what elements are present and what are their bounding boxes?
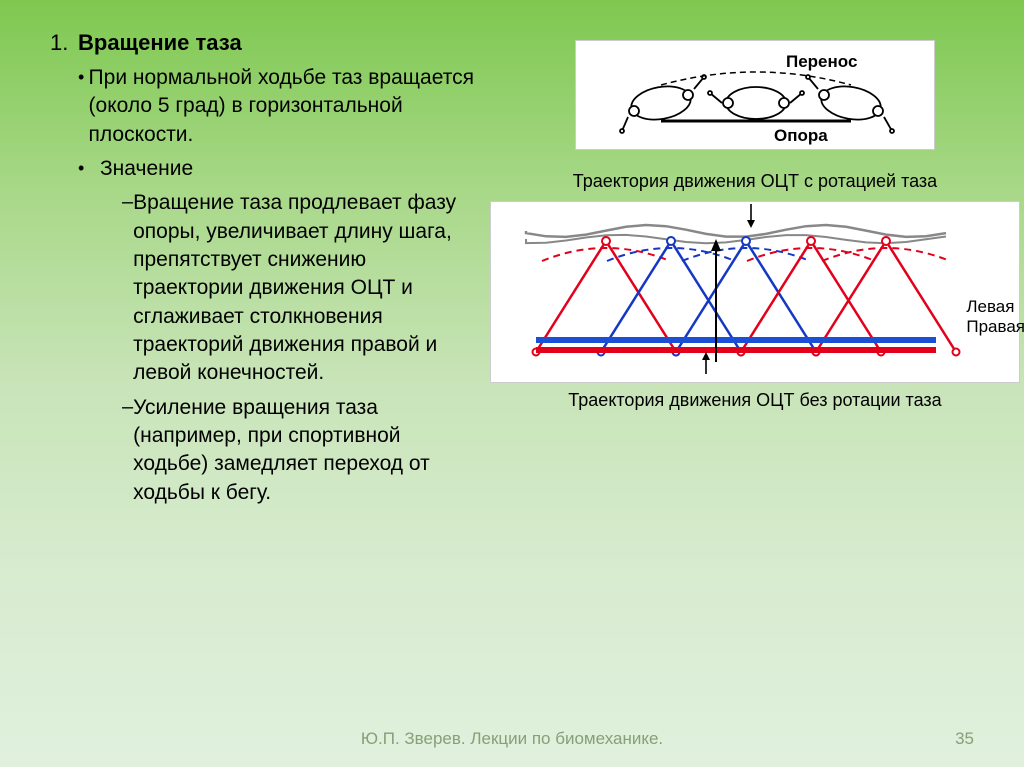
bullet-marker: • bbox=[78, 155, 100, 183]
page-number: 35 bbox=[955, 729, 974, 749]
heading-number: 1. bbox=[50, 30, 78, 56]
dash-text: Вращение таза продлевает фазу опоры, уве… bbox=[133, 189, 480, 387]
heading: 1. Вращение таза bbox=[50, 30, 480, 56]
bullet-item: • При нормальной ходьбе таз вращается (о… bbox=[50, 64, 480, 149]
dash-text: Усиление вращения таза (например, при сп… bbox=[133, 394, 480, 507]
heading-text: Вращение таза bbox=[78, 30, 242, 56]
fig2-label-right: Правая bbox=[966, 317, 1024, 337]
fig2-label-left: Левая bbox=[966, 297, 1024, 317]
fig2-svg bbox=[491, 202, 1021, 377]
dash-item: – Усиление вращения таза (например, при … bbox=[50, 394, 480, 507]
fig1-label-top: Перенос bbox=[786, 52, 857, 71]
fig2-side-labels: Левая Правая bbox=[966, 297, 1024, 338]
bullet-text: При нормальной ходьбе таз вращается (око… bbox=[89, 64, 480, 149]
fig2-caption-top: Траектория движения ОЦТ с ротацией таза bbox=[490, 170, 1020, 193]
bullet-item: • Значение bbox=[50, 155, 480, 183]
dash-marker: – bbox=[122, 189, 133, 387]
dash-item: – Вращение таза продлевает фазу опоры, у… bbox=[50, 189, 480, 387]
bullet-marker: • bbox=[78, 64, 89, 149]
fig1-label-bottom: Опора bbox=[774, 126, 828, 145]
bullet-text: Значение bbox=[100, 155, 193, 183]
footer-text: Ю.П. Зверев. Лекции по биомеханике. bbox=[0, 729, 1024, 749]
text-column: 1. Вращение таза • При нормальной ходьбе… bbox=[50, 30, 480, 513]
dash-marker: – bbox=[122, 394, 133, 507]
figure-trajectory: Траектория движения ОЦТ с ротацией таза … bbox=[490, 170, 1020, 411]
figure-column: Перенос Опора Траектория движения ОЦТ с … bbox=[480, 30, 1020, 513]
figure-pelvis-top: Перенос Опора bbox=[575, 40, 935, 150]
fig2-caption-bottom: Траектория движения ОЦТ без ротации таза bbox=[490, 389, 1020, 412]
